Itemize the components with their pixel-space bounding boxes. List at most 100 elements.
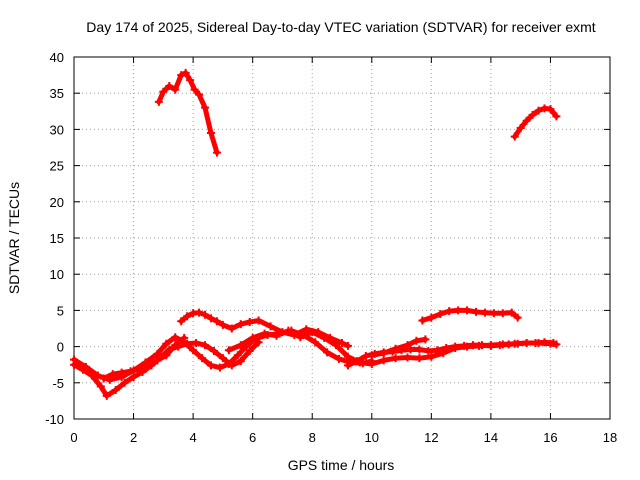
data-point — [81, 362, 90, 371]
data-point — [153, 356, 162, 365]
data-point — [96, 382, 105, 391]
data-point — [412, 336, 421, 345]
data-point — [421, 335, 430, 344]
data-point — [323, 348, 332, 357]
x-tick-label: 8 — [309, 430, 316, 445]
x-tick-label: 18 — [603, 430, 617, 445]
data-point — [218, 354, 227, 363]
data-point — [201, 341, 210, 350]
data-point — [206, 129, 215, 138]
data-point — [120, 378, 129, 387]
data-point — [367, 359, 376, 368]
data-point — [469, 341, 478, 350]
x-tick-label: 16 — [543, 430, 557, 445]
data-point — [206, 314, 215, 323]
series-arc-high-1 — [154, 68, 221, 157]
y-tick-label: -5 — [52, 376, 64, 391]
data-point — [236, 320, 245, 329]
data-point — [403, 353, 412, 362]
data-point — [212, 317, 221, 326]
y-axis-label: SDTVAR / TECUs — [6, 182, 22, 294]
data-point — [504, 340, 513, 349]
data-point — [418, 316, 427, 325]
data-point — [379, 349, 388, 358]
data-point — [546, 105, 555, 114]
data-point — [236, 357, 245, 366]
data-point — [183, 312, 192, 321]
data-point — [335, 354, 344, 363]
data-point — [463, 306, 472, 315]
data-point — [427, 352, 436, 361]
data-point — [111, 386, 120, 395]
data-point — [236, 341, 245, 350]
data-point — [516, 123, 525, 132]
data-point — [391, 354, 400, 363]
data-point — [215, 363, 224, 372]
x-tick-label: 6 — [249, 430, 256, 445]
y-tick-label: 5 — [57, 303, 64, 318]
data-point — [190, 85, 199, 94]
data-point — [233, 351, 242, 360]
data-point — [507, 308, 516, 317]
data-point — [144, 361, 153, 370]
y-tick-label: 10 — [50, 267, 64, 282]
data-point — [171, 333, 180, 342]
series-arc-high-2 — [510, 104, 561, 141]
data-point — [480, 308, 489, 317]
data-point — [272, 331, 281, 340]
data-point — [162, 351, 171, 360]
data-point — [343, 341, 352, 350]
data-point — [451, 342, 460, 351]
data-point — [442, 344, 451, 353]
data-point — [495, 341, 504, 350]
data-point — [180, 333, 189, 342]
data-point — [245, 317, 254, 326]
data-point — [189, 346, 198, 355]
data-point — [391, 344, 400, 353]
data-point — [332, 341, 341, 350]
data-point — [206, 361, 215, 370]
y-tick-label: 30 — [50, 122, 64, 137]
data-point — [320, 333, 329, 342]
data-point — [162, 339, 171, 348]
y-tick-label: 20 — [50, 195, 64, 210]
series-arc-low-3 — [99, 333, 189, 383]
data-point — [266, 322, 275, 331]
data-point — [212, 148, 221, 157]
data-point — [427, 313, 436, 322]
x-tick-label: 4 — [189, 430, 196, 445]
data-point — [195, 308, 204, 317]
data-point — [245, 346, 254, 355]
data-point — [454, 306, 463, 315]
data-point — [209, 346, 218, 355]
axis-ticks — [73, 56, 611, 420]
series-arc-low-6 — [367, 335, 430, 360]
data-point — [177, 317, 186, 326]
data-point — [445, 307, 454, 316]
x-tick-label: 12 — [424, 430, 438, 445]
data-point — [486, 341, 495, 350]
data-point — [477, 341, 486, 350]
data-point — [102, 391, 111, 400]
data-point — [302, 325, 311, 334]
data-point — [171, 341, 180, 350]
data-point — [424, 346, 433, 355]
data-point — [531, 338, 540, 347]
data-point — [201, 310, 210, 319]
series-trace — [156, 70, 220, 156]
x-tick-labels: 0 2 4 6 8 10 12 14 16 18 — [70, 430, 617, 445]
x-tick-label: 0 — [70, 430, 77, 445]
data-point — [513, 313, 522, 322]
data-point — [254, 316, 263, 325]
data-point — [224, 346, 233, 355]
series-arc-low-5 — [343, 338, 558, 370]
data-point — [108, 370, 117, 379]
data-point — [195, 90, 204, 99]
data-point — [135, 365, 144, 374]
data-series — [70, 68, 561, 400]
data-point — [433, 346, 442, 355]
series-arc-mid-2 — [418, 306, 522, 325]
y-tick-label: 40 — [50, 50, 64, 65]
data-point — [460, 341, 469, 350]
